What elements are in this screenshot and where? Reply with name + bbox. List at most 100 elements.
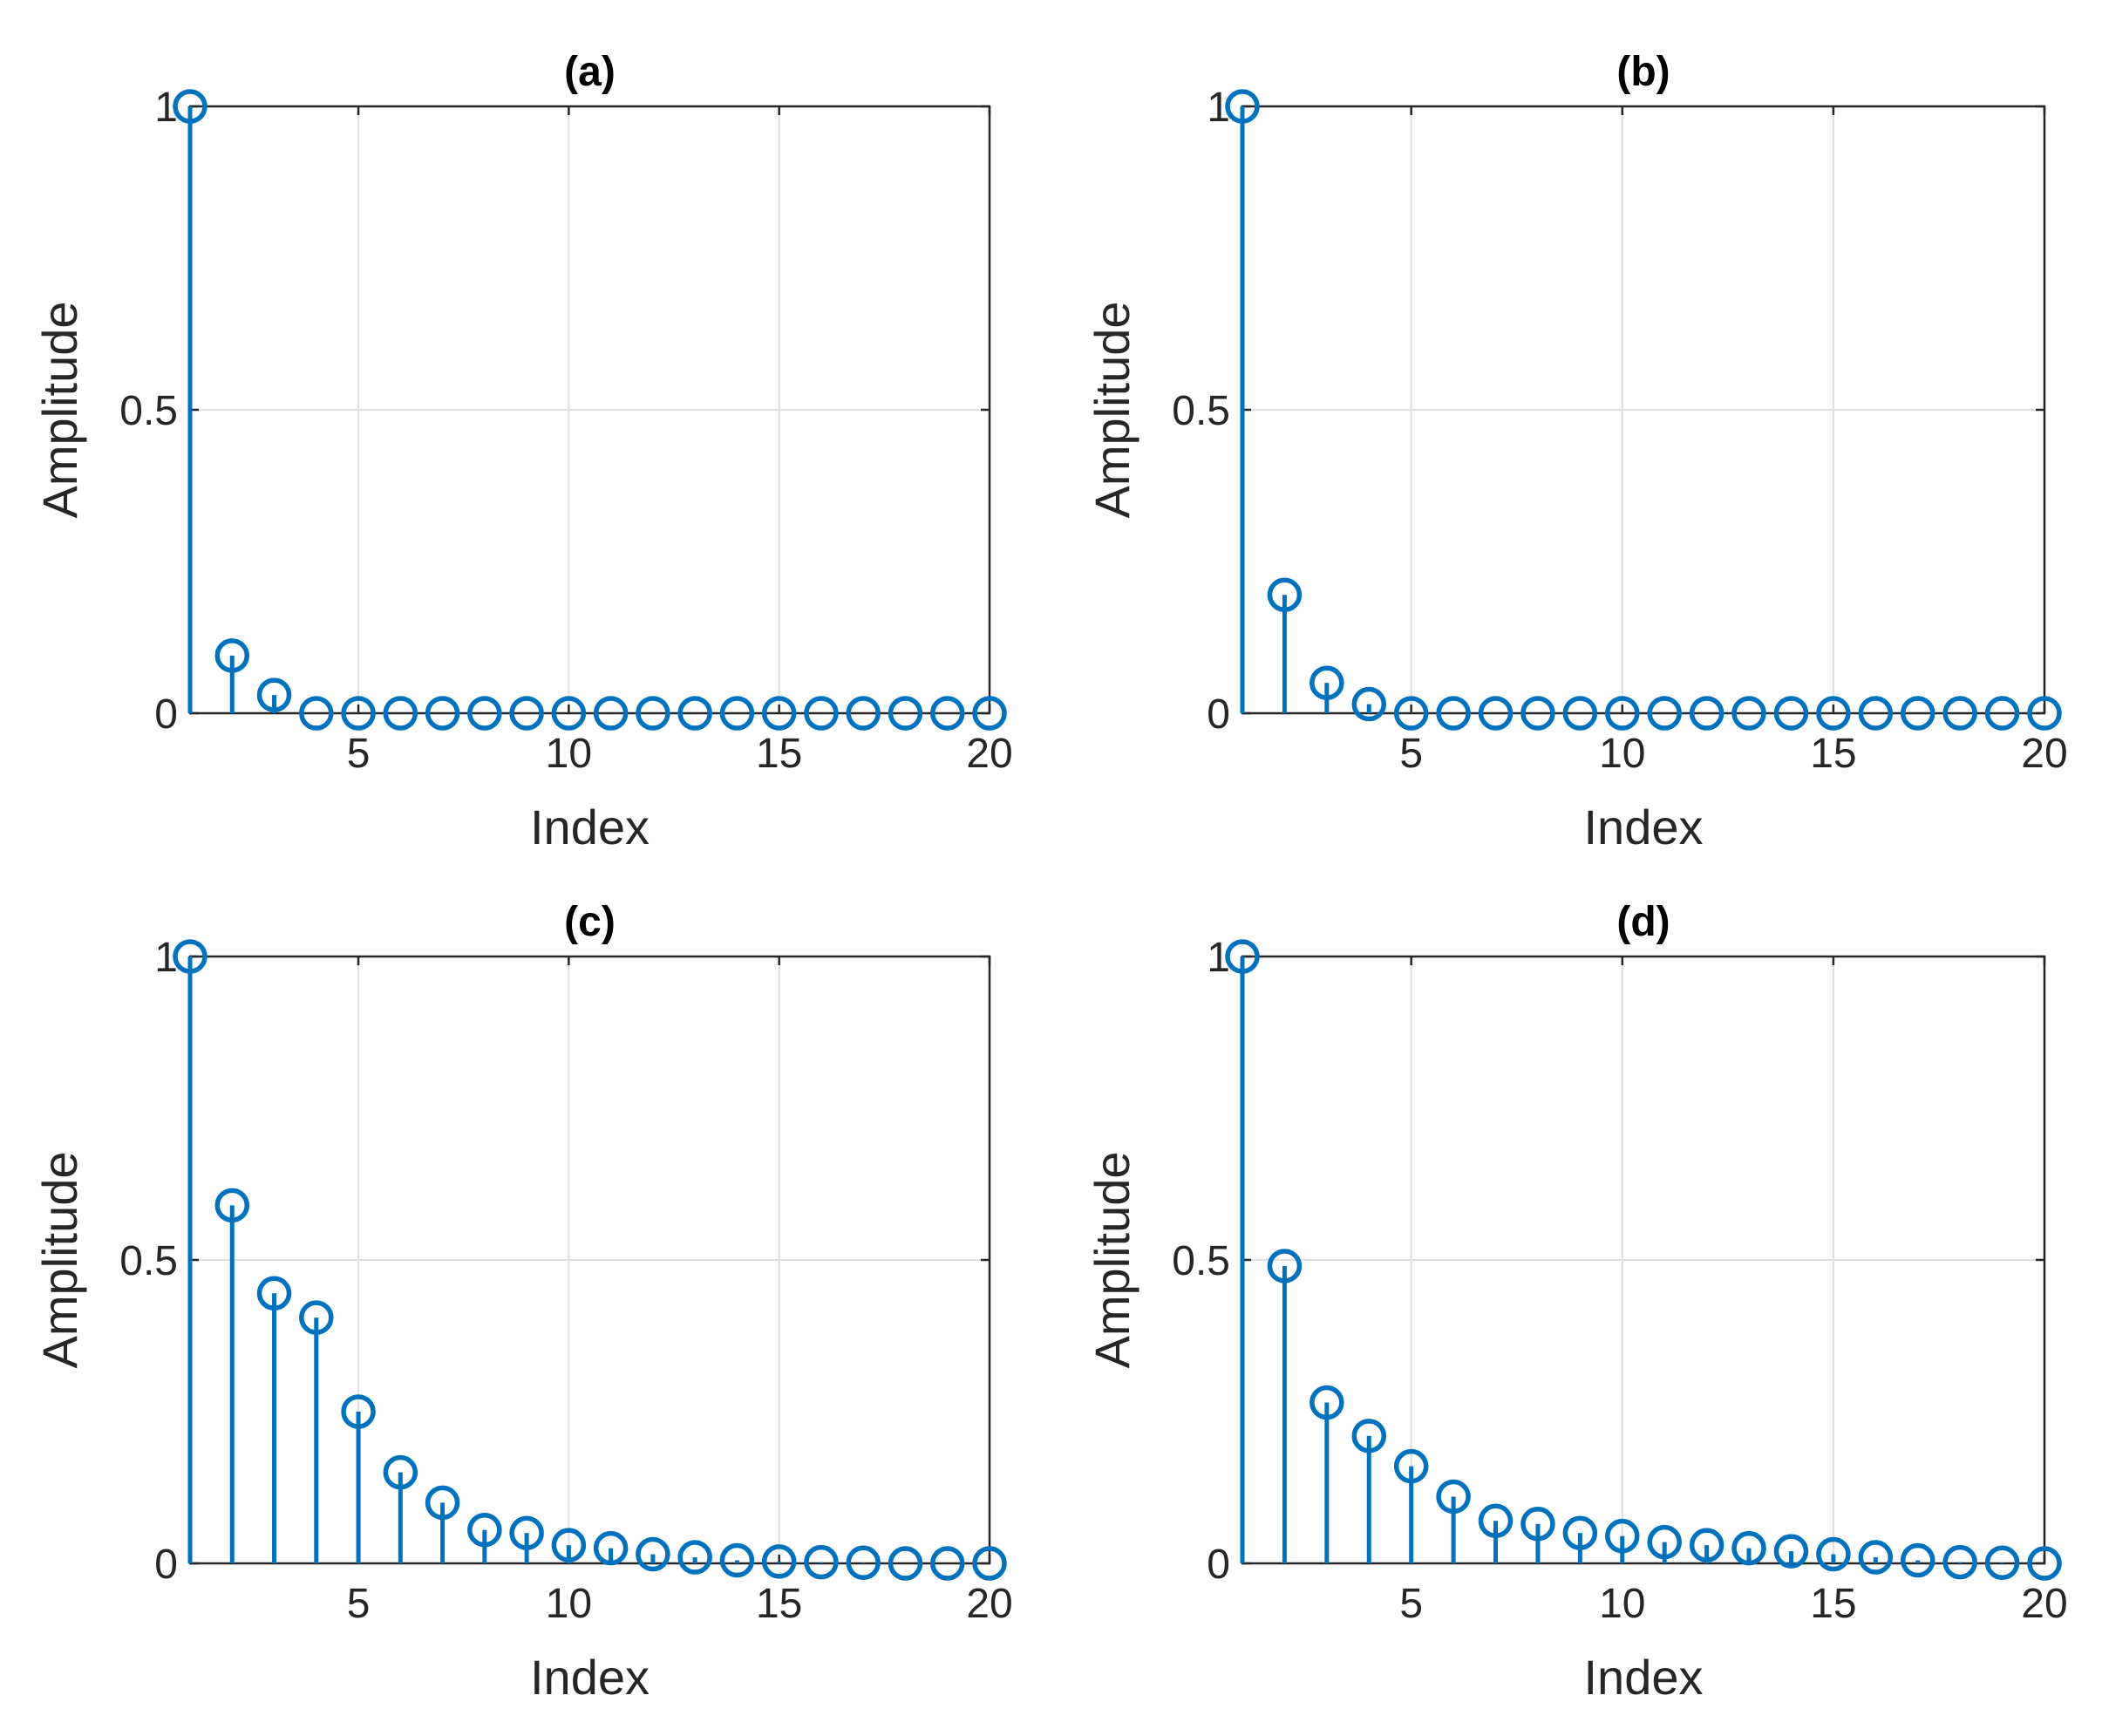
stem-marker — [299, 696, 334, 731]
x-tick-label: 10 — [1599, 731, 1645, 777]
stem-marker — [341, 696, 376, 731]
y-tick-label: 0 — [1207, 691, 1230, 738]
stem-marker — [593, 1530, 629, 1566]
stem-marker — [383, 696, 418, 731]
stem-marker — [551, 696, 587, 731]
stem-marker — [1984, 1545, 2020, 1581]
x-tick-label: 10 — [546, 731, 592, 777]
stem-marker — [173, 89, 207, 124]
stem-marker — [467, 1512, 502, 1548]
x-axis-label: Index — [1584, 800, 1704, 854]
stem-marker — [929, 696, 965, 731]
stem-marker — [1984, 696, 2020, 731]
stem-marker — [1816, 1536, 1851, 1572]
stem-marker — [173, 939, 207, 974]
stem-marker — [1478, 1503, 1514, 1539]
stem-marker — [1562, 1515, 1598, 1550]
y-tick-label: 0.5 — [119, 1238, 178, 1284]
stem-marker — [551, 1528, 587, 1562]
stem-marker — [846, 696, 881, 731]
stem-marker — [1900, 696, 1935, 731]
stem-marker — [1942, 1544, 1977, 1580]
stem-marker — [1858, 696, 1894, 731]
stem-marker — [1858, 1540, 1894, 1575]
stem-marker — [972, 696, 1007, 731]
stem-marker — [1562, 696, 1598, 731]
x-tick-label: 10 — [1599, 1581, 1645, 1627]
y-tick-label: 0.5 — [1172, 388, 1230, 434]
stem-marker — [1393, 696, 1429, 731]
y-tick-label: 0 — [154, 1542, 178, 1588]
stem-marker — [636, 1536, 670, 1572]
stem-marker — [1520, 1507, 1555, 1542]
x-tick-label: 20 — [966, 731, 1012, 777]
x-axis-label: Index — [530, 1650, 650, 1705]
stems-layer — [173, 939, 1007, 1581]
stem-marker — [1436, 696, 1471, 731]
stem-marker — [299, 1300, 334, 1335]
stem-marker — [1900, 1542, 1935, 1578]
stem-marker — [2027, 696, 2062, 731]
stem-marker — [341, 1394, 376, 1429]
stem-marker — [1309, 665, 1344, 700]
panel-title: (b) — [1616, 49, 1670, 95]
stem-marker — [256, 677, 292, 712]
x-tick-label: 20 — [2021, 731, 2067, 777]
x-tick-label: 20 — [966, 1581, 1012, 1627]
stems-layer — [1225, 89, 2062, 731]
stem-marker — [719, 696, 755, 731]
y-axis-label: Amplitude — [1085, 1151, 1139, 1368]
stem-marker — [1605, 696, 1640, 731]
stem-marker — [1773, 696, 1809, 731]
x-tick-label: 15 — [1810, 1581, 1856, 1627]
stem-marker — [636, 696, 670, 731]
stem-marker — [761, 696, 797, 731]
stem-marker — [509, 1515, 544, 1550]
stem-marker — [214, 638, 250, 673]
x-tick-label: 20 — [2021, 1581, 2067, 1627]
x-tick-label: 15 — [756, 1581, 802, 1627]
stem-marker — [1478, 696, 1514, 731]
stem-marker — [1351, 686, 1387, 722]
stem-marker — [1605, 1518, 1640, 1554]
stem-marker — [1267, 1249, 1303, 1283]
stem-marker — [888, 696, 923, 731]
stem-marker — [2027, 1546, 2062, 1581]
x-tick-label: 15 — [1810, 731, 1856, 777]
stem-marker — [677, 1540, 712, 1575]
stem-marker — [1351, 1419, 1387, 1453]
x-tick-label: 5 — [347, 731, 371, 777]
stem-marker — [804, 696, 839, 731]
stem-marker — [972, 1546, 1007, 1581]
y-axis-label: Amplitude — [32, 1151, 87, 1368]
stem-marker — [1225, 939, 1260, 974]
stem-marker — [214, 1188, 250, 1223]
x-tick-label: 5 — [1399, 1581, 1423, 1627]
y-axis-label: Amplitude — [1085, 301, 1139, 518]
stem-marker — [1942, 696, 1977, 731]
stem-marker — [383, 1454, 418, 1490]
stem-marker — [425, 1485, 460, 1521]
stem-marker — [719, 1542, 755, 1578]
stem-marker — [1731, 1530, 1766, 1566]
x-tick-label: 5 — [347, 1581, 371, 1627]
stem-marker — [888, 1546, 923, 1581]
stem-marker — [1647, 1524, 1682, 1560]
stem-marker — [1689, 696, 1724, 731]
stem-marker — [1393, 1448, 1429, 1484]
stem-marker — [467, 696, 502, 731]
stem-marker — [804, 1544, 839, 1580]
stem-marker — [846, 1545, 881, 1581]
x-axis-label: Index — [530, 800, 650, 854]
x-axis-label: Index — [1584, 1650, 1704, 1705]
stem-marker — [1731, 696, 1766, 731]
